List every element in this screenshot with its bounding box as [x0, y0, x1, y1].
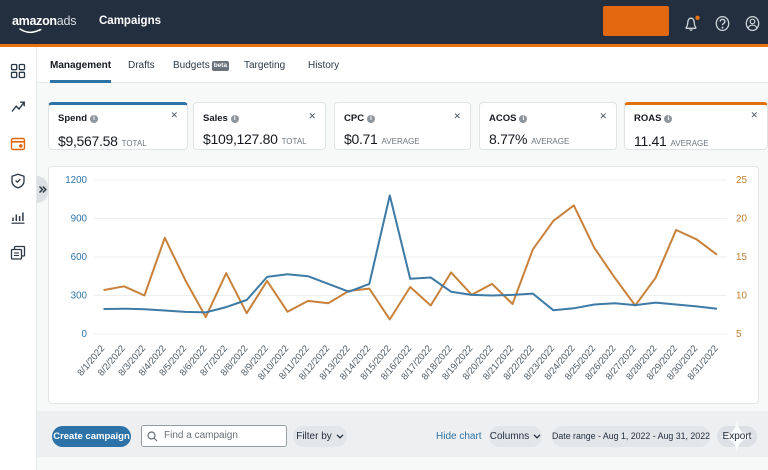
svg-text:20: 20: [736, 214, 747, 225]
svg-text:900: 900: [71, 214, 88, 225]
svg-text:25: 25: [736, 175, 747, 186]
svg-text:600: 600: [71, 252, 88, 263]
svg-text:1200: 1200: [65, 175, 87, 186]
svg-text:10: 10: [736, 291, 747, 302]
svg-text:0: 0: [82, 329, 88, 340]
svg-text:5: 5: [736, 329, 742, 340]
svg-text:15: 15: [736, 252, 747, 263]
svg-text:300: 300: [71, 291, 88, 302]
